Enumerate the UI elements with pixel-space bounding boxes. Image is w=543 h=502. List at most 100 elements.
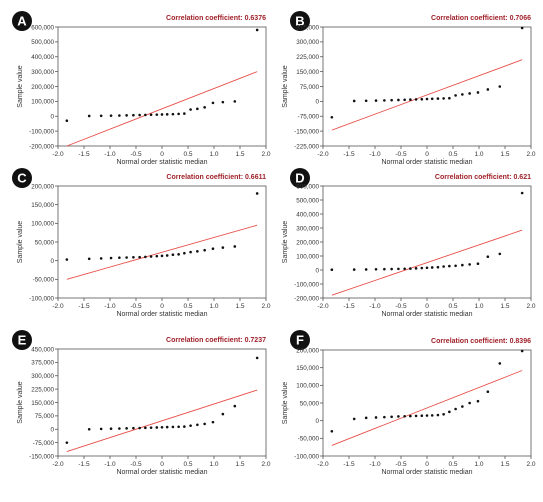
panel-e: E Correlation coefficient: 0.7237 -2.0 -1.5…	[12, 330, 271, 476]
y-tick-label: 200,000	[31, 84, 54, 91]
x-tick-label: 2.0	[526, 303, 535, 310]
data-point	[183, 251, 186, 255]
data-point	[211, 420, 215, 424]
data-point	[196, 107, 199, 111]
correlation-label: Correlation coefficient: 0.6376	[166, 15, 266, 22]
data-point	[425, 266, 429, 270]
data-point	[403, 267, 406, 271]
data-point	[177, 253, 180, 256]
data-point	[403, 414, 406, 418]
data-point	[403, 98, 406, 102]
data-point	[203, 106, 206, 109]
reference-line	[331, 229, 523, 296]
data-point	[138, 255, 141, 259]
data-point	[165, 425, 169, 429]
data-point	[87, 114, 91, 118]
data-point	[448, 410, 451, 414]
y-tick-label: 300,000	[296, 39, 319, 46]
y-tick-label: 300,000	[296, 225, 319, 232]
y-axis-label: Sample value	[282, 221, 289, 264]
plot-frame	[322, 185, 532, 299]
data-point	[65, 258, 69, 261]
x-tick-label: 2.0	[526, 151, 535, 158]
y-tick-label: 100,000	[296, 383, 319, 390]
data-point	[409, 414, 412, 418]
data-point	[211, 247, 215, 251]
y-tick-label: 200,000	[296, 239, 319, 246]
data-point	[189, 424, 192, 427]
data-point	[255, 356, 259, 360]
data-point	[99, 257, 103, 260]
x-tick-label: 1.5	[235, 303, 244, 310]
data-point	[149, 255, 153, 258]
panel-badge	[290, 330, 310, 350]
data-point	[420, 266, 424, 270]
x-tick-label: 1.5	[500, 303, 509, 310]
y-tick-label: -50,000	[298, 436, 320, 443]
y-tick-label: 0	[315, 99, 319, 106]
data-point	[138, 113, 141, 117]
x-axis-label: Normal order statistic median	[116, 311, 207, 318]
data-point	[144, 426, 147, 430]
data-point	[118, 427, 121, 430]
reference-line	[331, 370, 523, 446]
x-tick-label: -1.0	[369, 461, 381, 468]
data-point	[498, 252, 502, 256]
x-axis-label: Normal order statistic median	[116, 159, 207, 166]
correlation-label: Correlation coefficient: 0.621	[435, 174, 531, 181]
x-tick-label: -0.5	[130, 461, 142, 468]
data-point	[118, 256, 121, 259]
x-axis-label: Normal order statistic median	[116, 469, 207, 476]
data-point	[448, 264, 451, 268]
y-tick-label: 0	[50, 427, 54, 434]
data-point	[352, 99, 356, 103]
data-point	[498, 85, 502, 88]
data-point	[189, 250, 192, 254]
x-tick-label: 1.0	[209, 461, 218, 468]
data-point	[99, 427, 103, 431]
data-point	[125, 114, 128, 117]
y-tick-label: -200,000	[294, 295, 319, 302]
data-point	[442, 97, 445, 100]
data-point	[436, 97, 440, 100]
data-point	[171, 112, 175, 116]
data-point	[383, 267, 386, 271]
data-point	[352, 268, 356, 271]
data-point	[99, 114, 103, 118]
data-point	[520, 26, 524, 30]
panel-a: A Correlation coefficient: 0.6376 -2.0 -1.5…	[12, 11, 271, 166]
y-tick-label: -200,000	[29, 143, 54, 150]
reference-line	[66, 71, 258, 147]
data-point	[430, 414, 434, 417]
data-point	[498, 362, 502, 365]
y-tick-label: -150,000	[29, 453, 54, 460]
panel-d: D Correlation coefficient: 0.621 -2.0 -1.5 -…	[282, 168, 536, 318]
x-tick-label: -1.0	[104, 461, 116, 468]
data-point	[520, 191, 524, 195]
y-axis-label: Sample value	[17, 381, 24, 424]
data-point	[364, 99, 368, 103]
data-point	[155, 254, 159, 258]
data-point	[233, 404, 237, 408]
x-tick-label: 1.0	[209, 303, 218, 310]
x-tick-label: 0	[160, 303, 164, 310]
reference-line	[66, 224, 258, 280]
data-point	[468, 92, 471, 95]
x-tick-label: 1.0	[474, 461, 483, 468]
correlation-label: Correlation coefficient: 0.8396	[431, 338, 531, 345]
y-tick-label: 375,000	[296, 24, 319, 31]
data-point	[468, 401, 471, 405]
data-point	[221, 246, 225, 249]
x-tick-label: -1.0	[369, 151, 381, 158]
data-point	[196, 423, 199, 427]
x-tick-label: -1.0	[104, 303, 116, 310]
data-point	[476, 399, 480, 403]
data-point	[132, 426, 135, 430]
data-point	[374, 416, 378, 419]
y-tick-label: 100,000	[31, 221, 54, 228]
data-point	[390, 415, 393, 419]
y-axis-label: Sample value	[282, 382, 289, 425]
data-point	[461, 93, 464, 96]
y-tick-label: 300,000	[31, 373, 54, 380]
